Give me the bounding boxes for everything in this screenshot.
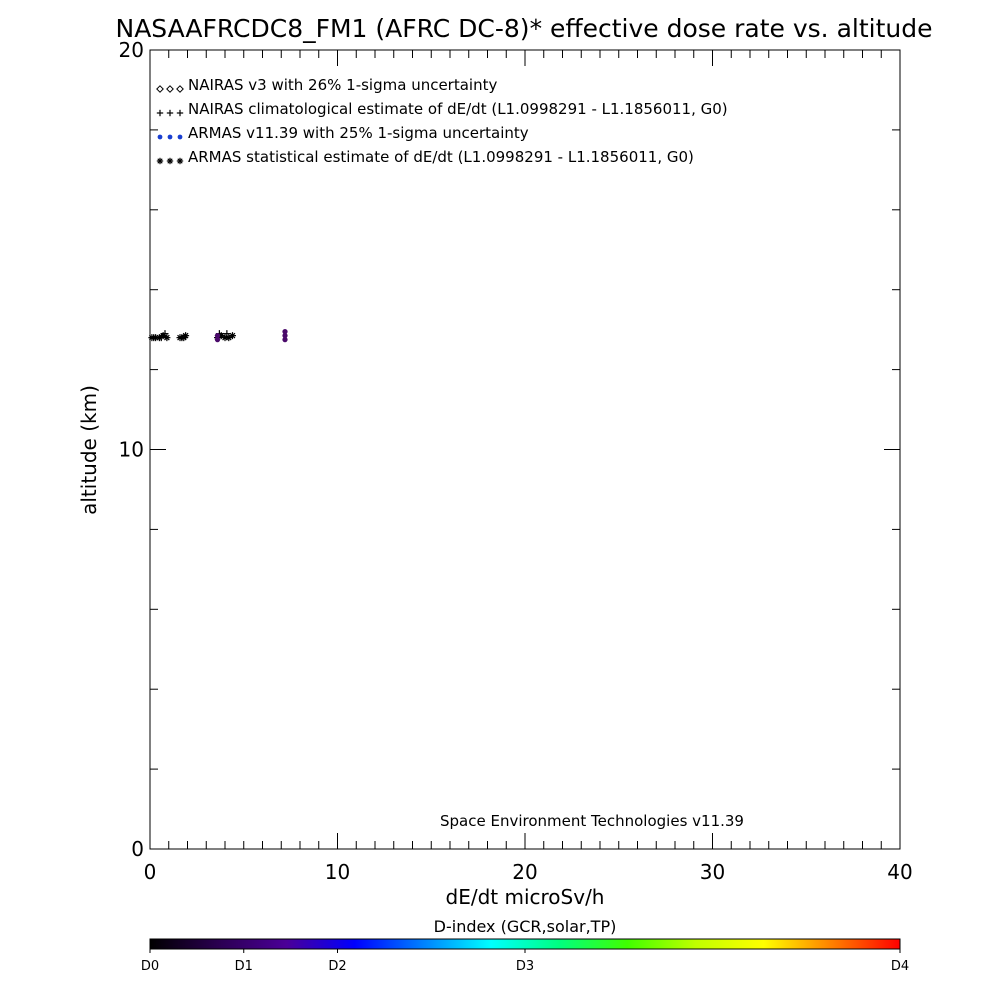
data-point-plus	[157, 334, 165, 342]
x-tick-label: 20	[512, 860, 537, 884]
legend-entry: NAIRAS v3 with 26% 1-sigma uncertainty	[156, 76, 497, 94]
legend-marker-asterisk	[176, 157, 184, 165]
colorbar	[149, 938, 901, 950]
dot-shape	[282, 329, 288, 335]
legend-marker-diamond	[156, 85, 164, 93]
asterisk-stroke	[177, 158, 183, 164]
dot-shape	[167, 134, 173, 140]
data-point-dot	[214, 337, 221, 343]
data-point-plus	[150, 334, 158, 342]
data-point-asterisk	[229, 332, 236, 340]
credit-annotation: Space Environment Technologies v11.39	[440, 812, 744, 830]
legend-label: NAIRAS climatological estimate of dE/dt …	[188, 100, 728, 118]
dot-shape	[214, 337, 221, 343]
colorbar-tick-label: D1	[235, 959, 253, 974]
chart-title: NASAAFRCDC8_FM1 (AFRC DC-8)* effective d…	[116, 14, 933, 43]
colorbar-ticks: D0 D1 D2 D3 D4	[141, 949, 909, 974]
asterisk-stroke	[218, 332, 225, 339]
legend-entry: ARMAS v11.39 with 25% 1-sigma uncertaint…	[157, 124, 529, 142]
data-point-dot	[282, 329, 288, 335]
legend-entry: NAIRAS climatological estimate of dE/dt …	[156, 100, 728, 118]
legend-label: NAIRAS v3 with 26% 1-sigma uncertainty	[188, 76, 497, 94]
legend-marker-diamond	[166, 85, 174, 93]
x-axis-label: dE/dt microSv/h	[446, 885, 605, 909]
tick-labels: 0 10 20 30 40 0 10 20	[119, 38, 913, 884]
data-point-dot	[282, 333, 288, 339]
diamond-shape	[166, 85, 174, 93]
asterisk-stroke	[164, 334, 170, 341]
dot-shape	[157, 134, 163, 140]
legend-marker-dot	[157, 134, 163, 140]
x-tick-label: 10	[325, 860, 350, 884]
data-point-dot	[214, 333, 221, 339]
data-point-plus	[178, 334, 186, 342]
legend-marker-dot	[177, 134, 183, 140]
legend-label: ARMAS statistical estimate of dE/dt (L1.…	[188, 148, 694, 166]
axes	[149, 49, 901, 850]
dot-shape	[282, 337, 288, 343]
colorbar-tick-label: D0	[141, 959, 159, 974]
asterisk-stroke	[229, 332, 236, 339]
dot-shape	[282, 333, 288, 339]
data-point-plus	[161, 330, 169, 338]
data-point-dot	[282, 337, 288, 343]
dot-shape	[214, 333, 221, 339]
colorbar-tick-label: D2	[328, 959, 346, 974]
legend-marker-plus	[176, 109, 184, 117]
legend-marker-asterisk	[166, 157, 174, 165]
legend-marker-plus	[156, 109, 164, 117]
legend: NAIRAS v3 with 26% 1-sigma uncertainty NA…	[156, 76, 728, 166]
legend-marker-diamond	[176, 85, 184, 93]
diamond-shape	[176, 85, 184, 93]
legend-marker-dot	[167, 134, 173, 140]
y-tick-label: 20	[119, 38, 144, 62]
legend-marker-asterisk	[156, 157, 164, 165]
diamond-shape	[156, 85, 164, 93]
y-tick-label: 0	[131, 837, 144, 861]
asterisk-stroke	[157, 158, 163, 164]
data-points	[148, 329, 288, 343]
colorbar-title: D-index (GCR,solar,TP)	[434, 917, 617, 936]
legend-marker-plus	[166, 109, 174, 117]
colorbar-tick-label: D4	[891, 959, 909, 974]
ticks	[149, 49, 901, 850]
dot-shape	[177, 134, 183, 140]
data-point-plus	[223, 330, 231, 338]
y-tick-label: 10	[119, 438, 144, 462]
x-tick-label: 30	[700, 860, 725, 884]
legend-label: ARMAS v11.39 with 25% 1-sigma uncertaint…	[188, 124, 529, 142]
colorbar-tick-label: D3	[516, 959, 534, 974]
x-tick-label: 0	[144, 860, 157, 884]
plot-frame	[149, 49, 901, 850]
y-axis-label: altitude (km)	[77, 385, 101, 515]
legend-entry: ARMAS statistical estimate of dE/dt (L1.…	[156, 148, 694, 166]
asterisk-stroke	[167, 158, 173, 164]
x-tick-label: 40	[887, 860, 912, 884]
